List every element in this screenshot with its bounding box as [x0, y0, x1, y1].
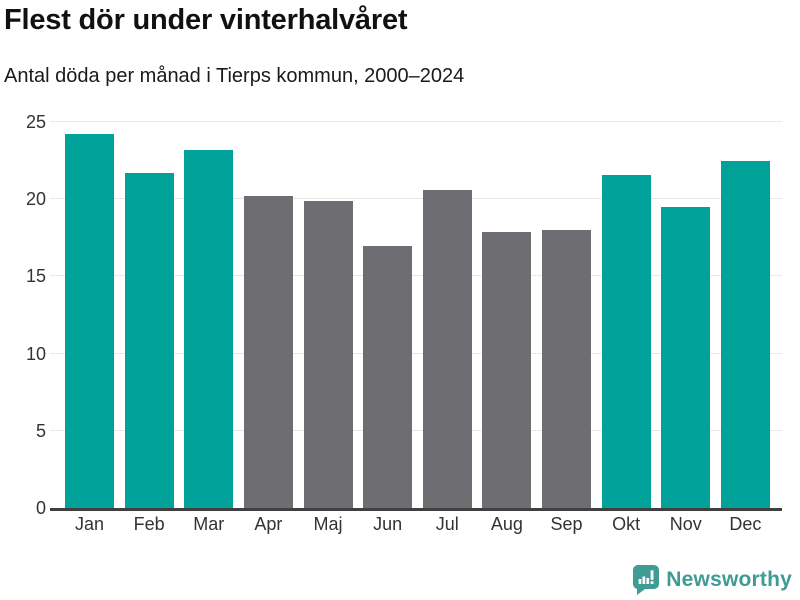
x-tick-label-dec: Dec: [729, 514, 762, 534]
y-tick-label-25: 25: [25, 112, 46, 132]
bar-nov: [661, 206, 711, 508]
y-axis: 0 5 10 15 20 25: [0, 113, 46, 517]
bar-mar: [184, 149, 234, 508]
brand-footer: Newsworthy: [633, 565, 792, 595]
bars: [65, 122, 770, 508]
gridline-15: [50, 275, 782, 277]
chart-subtitle: Antal döda per månad i Tierps kommun, 20…: [4, 65, 465, 87]
x-axis-baseline: [50, 508, 782, 511]
x-tick-label-aug: Aug: [490, 514, 523, 534]
y-tick-label-0: 0: [35, 498, 46, 518]
bar-jan: [65, 134, 114, 508]
newsworthy-logo-icon: [633, 565, 660, 595]
x-tick-label-mar: Mar: [193, 514, 225, 534]
chart-title: Flest dör under vinterhalvåret: [4, 4, 408, 36]
x-tick-label-nov: Nov: [669, 514, 702, 534]
plot-area: [50, 121, 782, 511]
x-tick-label-maj: Maj: [313, 514, 343, 534]
bar-jun: [363, 245, 413, 508]
x-axis: Jan Feb Mar Apr Maj Jun Jul Aug Sep Okt Nov Dec: [57, 514, 782, 535]
bar-feb: [124, 172, 174, 508]
gridline-20: [50, 198, 782, 200]
y-tick-label-15: 15: [25, 266, 46, 287]
bar-okt: [601, 174, 651, 508]
x-tick-label-apr: Apr: [254, 514, 283, 534]
bar-maj: [303, 200, 353, 508]
x-tick-label-feb: Feb: [133, 514, 165, 534]
x-tick-label-okt: Okt: [612, 514, 641, 534]
y-tick-label-20: 20: [25, 189, 46, 210]
bar-apr: [243, 196, 293, 508]
y-tick-label-5: 5: [35, 420, 46, 441]
x-tick-label-jun: Jun: [373, 514, 403, 534]
y-tick-label-10: 10: [25, 343, 46, 364]
x-tick-label-jul: Jul: [435, 514, 459, 534]
bar-dec: [720, 160, 770, 508]
x-tick-label-sep: Sep: [550, 514, 583, 534]
gridline-5: [50, 429, 782, 431]
x-tick-label-jan: Jan: [74, 514, 105, 534]
bar-sep: [542, 230, 591, 508]
gridline-25: [50, 121, 782, 122]
brand-name: Newsworthy: [666, 568, 792, 591]
bar-jul: [422, 189, 472, 508]
gridline-10: [50, 352, 782, 354]
bar-aug: [482, 231, 532, 508]
